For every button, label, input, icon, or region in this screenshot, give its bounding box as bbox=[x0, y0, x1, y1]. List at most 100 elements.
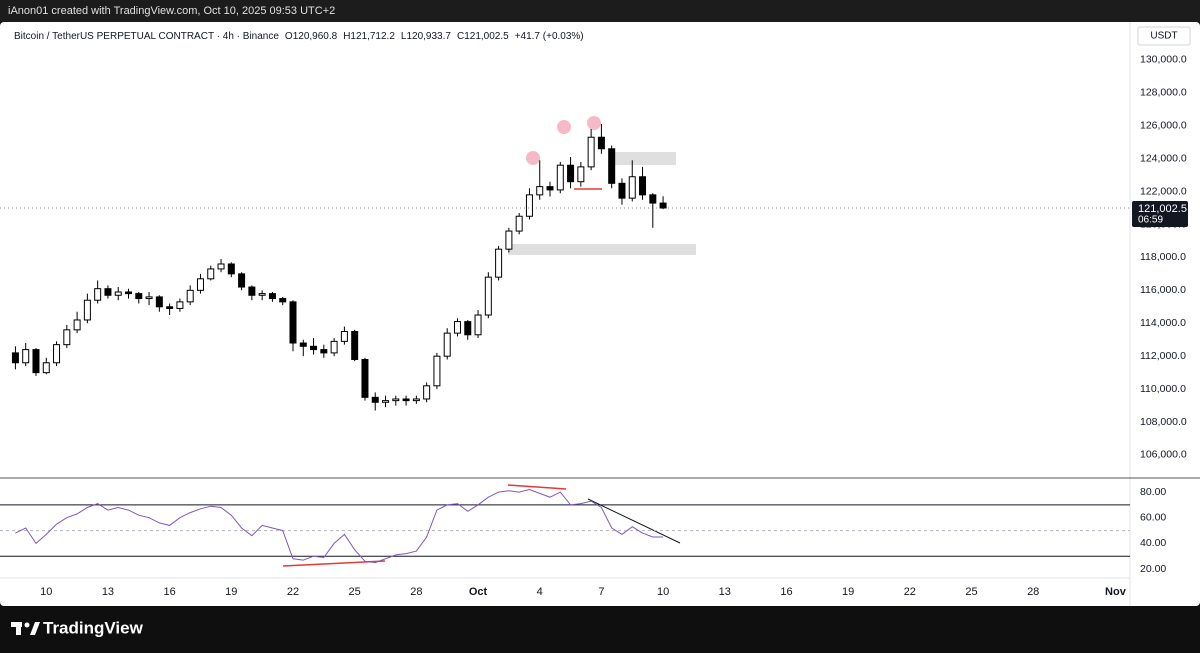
credit: iAnon01 created with TradingView.com, Oc… bbox=[8, 5, 335, 17]
candle-body bbox=[464, 321, 472, 336]
x-tick-label: 7 bbox=[598, 586, 604, 598]
candle-body bbox=[351, 330, 359, 360]
price-tag bbox=[1132, 200, 1188, 227]
candle-body bbox=[22, 349, 30, 364]
candle-body bbox=[268, 293, 276, 300]
candle-body bbox=[556, 164, 564, 191]
candle-body bbox=[412, 398, 420, 402]
x-tick-label: 25 bbox=[965, 586, 977, 598]
candle-body bbox=[145, 296, 153, 300]
candle-body bbox=[567, 164, 575, 183]
candle-body bbox=[207, 268, 215, 280]
y-tick-label: 112,000.0 bbox=[1140, 350, 1186, 362]
candle-body bbox=[248, 286, 256, 296]
candle-body bbox=[258, 293, 266, 296]
candle-body bbox=[659, 202, 667, 209]
y-tick-label: 20.00 bbox=[1140, 563, 1166, 575]
candle-body bbox=[310, 345, 318, 351]
candle-body bbox=[279, 298, 287, 303]
candle-body bbox=[42, 362, 50, 374]
candle-body bbox=[330, 340, 338, 354]
x-tick-label: 19 bbox=[225, 586, 237, 598]
y-tick-label: 118,000.0 bbox=[1140, 251, 1186, 263]
y-tick-label: 126,000.0 bbox=[1140, 119, 1187, 131]
candle-body bbox=[433, 355, 441, 387]
candle-body bbox=[227, 263, 235, 275]
brand-logo bbox=[11, 622, 40, 635]
peak-marker bbox=[587, 116, 601, 130]
candle-body bbox=[238, 273, 246, 288]
candle-body bbox=[186, 289, 194, 303]
candle-body bbox=[608, 148, 616, 184]
candle-body bbox=[320, 349, 328, 354]
candle-body bbox=[155, 296, 163, 308]
currency: USDT bbox=[1150, 31, 1177, 42]
price-tag-price: 121,002.5 bbox=[1138, 203, 1187, 215]
x-tick-label: 10 bbox=[40, 586, 52, 598]
candle-body bbox=[587, 136, 595, 168]
candle-body bbox=[104, 288, 112, 296]
zone bbox=[508, 244, 696, 255]
y-tick-label: 108,000.0 bbox=[1140, 416, 1187, 428]
candle-body bbox=[361, 358, 369, 398]
candle-body bbox=[382, 400, 390, 403]
chart-area bbox=[0, 22, 1200, 606]
ohlc-label: H121,712.2 bbox=[343, 31, 395, 42]
x-tick-label: 16 bbox=[780, 586, 792, 598]
x-tick-label: 22 bbox=[287, 586, 299, 598]
y-tick-label: 60.00 bbox=[1140, 512, 1166, 524]
y-tick-label: 40.00 bbox=[1140, 537, 1166, 549]
logo-part bbox=[30, 622, 40, 635]
logo-part bbox=[24, 622, 30, 628]
x-tick-label: 16 bbox=[164, 586, 176, 598]
candle-body bbox=[618, 182, 626, 199]
candle-body bbox=[94, 288, 102, 301]
candle-body bbox=[289, 301, 297, 344]
candle-body bbox=[546, 186, 554, 191]
candle-body bbox=[176, 301, 184, 309]
ohlc-label: L120,933.7 bbox=[401, 31, 451, 42]
x-tick-label: 13 bbox=[719, 586, 731, 598]
y-tick-label: 110,000.0 bbox=[1140, 383, 1186, 395]
candle-body bbox=[536, 186, 544, 196]
zone bbox=[614, 152, 676, 165]
x-tick-label: Nov bbox=[1105, 586, 1127, 598]
candle-body bbox=[371, 396, 379, 403]
y-tick-label: 122,000.0 bbox=[1140, 185, 1187, 197]
candle-body bbox=[196, 278, 204, 291]
trend-line bbox=[587, 498, 681, 544]
top-bar bbox=[0, 0, 1200, 22]
candle-body bbox=[299, 342, 307, 347]
candle-body bbox=[474, 314, 482, 336]
y-tick-label: 124,000.0 bbox=[1140, 152, 1187, 164]
x-tick-label: 4 bbox=[537, 586, 543, 598]
x-tick-label: 10 bbox=[657, 586, 669, 598]
candle-body bbox=[453, 321, 461, 334]
candle-body bbox=[443, 332, 451, 357]
candle-body bbox=[505, 230, 513, 250]
candle-body bbox=[649, 194, 657, 204]
candle-body bbox=[402, 398, 410, 402]
candle-body bbox=[63, 329, 71, 346]
candle-body bbox=[53, 344, 61, 364]
ohlc-label: +41.7 (+0.03%) bbox=[515, 31, 584, 42]
ohlc-label: O120,960.8 bbox=[285, 31, 338, 42]
symbol-legend: Bitcoin / TetherUS PERPETUAL CONTRACT · … bbox=[14, 31, 584, 42]
candle-body bbox=[83, 299, 91, 321]
peak-marker bbox=[557, 120, 571, 134]
y-tick-label: 114,000.0 bbox=[1140, 317, 1186, 329]
y-tick-label: 106,000.0 bbox=[1140, 449, 1187, 461]
peak-marker bbox=[526, 151, 540, 165]
x-tick-label: Oct bbox=[469, 586, 488, 598]
rsi-line bbox=[15, 488, 664, 564]
y-tick-label: 130,000.0 bbox=[1140, 54, 1187, 66]
candle-body bbox=[495, 248, 503, 278]
candle-body bbox=[32, 349, 40, 374]
x-tick-label: 25 bbox=[349, 586, 361, 598]
candle-body bbox=[484, 276, 492, 316]
candle-body bbox=[217, 263, 225, 270]
candle-body bbox=[73, 319, 81, 331]
currency-box[interactable] bbox=[1137, 26, 1191, 46]
divergence-line bbox=[507, 484, 567, 490]
candles bbox=[11, 124, 667, 411]
